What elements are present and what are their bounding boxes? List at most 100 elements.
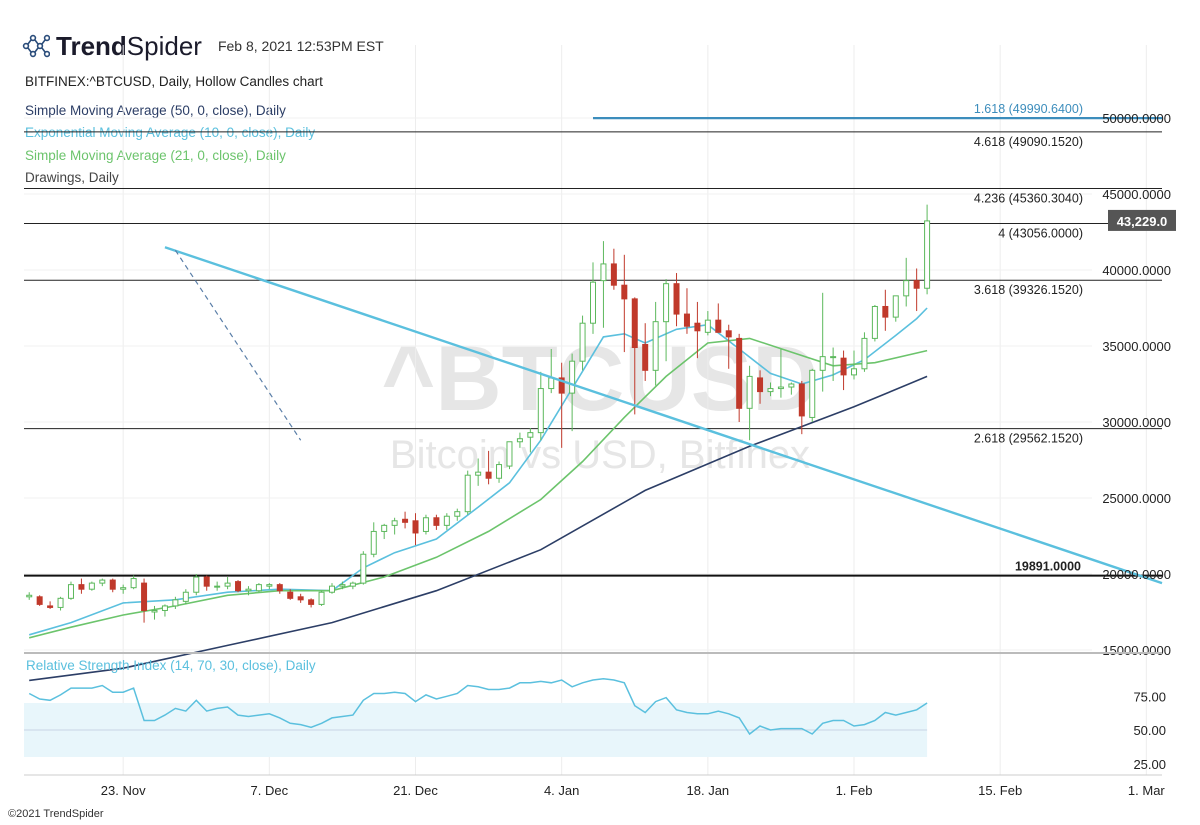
candle-up[interactable]	[600, 263, 607, 282]
candle-down[interactable]	[203, 576, 210, 587]
rsi-axis-label: 25.00	[1133, 757, 1166, 772]
candle-down[interactable]	[402, 518, 409, 523]
candle-up[interactable]	[851, 368, 858, 376]
candle-up[interactable]	[819, 356, 826, 371]
candle-down[interactable]	[694, 322, 701, 332]
candle-up[interactable]	[120, 587, 127, 590]
candle-up[interactable]	[788, 383, 795, 388]
fib-level-label: 19891.0000	[1015, 560, 1081, 574]
candle-down[interactable]	[757, 377, 764, 393]
candle-up[interactable]	[130, 578, 137, 589]
candle-down[interactable]	[36, 596, 43, 605]
candle-up[interactable]	[151, 609, 158, 613]
candle-down[interactable]	[287, 591, 294, 599]
candle-down[interactable]	[412, 520, 419, 534]
time-axis-label: 15. Feb	[978, 783, 1022, 798]
candle-up[interactable]	[475, 471, 482, 476]
candle-up[interactable]	[339, 584, 346, 587]
candle-up[interactable]	[746, 375, 753, 409]
candle-down[interactable]	[642, 343, 649, 371]
candle-up[interactable]	[214, 585, 221, 588]
legend-sma50: Simple Moving Average (50, 0, close), Da…	[25, 103, 286, 118]
dashed-fib-line[interactable]	[174, 249, 302, 441]
candle-down[interactable]	[276, 584, 283, 592]
candle-down[interactable]	[109, 579, 116, 590]
candle-down[interactable]	[47, 605, 54, 608]
candle-up[interactable]	[663, 283, 670, 323]
candle-up[interactable]	[26, 594, 33, 598]
candle-down[interactable]	[798, 383, 805, 417]
candle-up[interactable]	[777, 386, 784, 390]
candle-up[interactable]	[182, 591, 189, 602]
candle-up[interactable]	[569, 360, 576, 394]
candle-up[interactable]	[193, 576, 200, 593]
candle-up[interactable]	[422, 517, 429, 532]
candle-up[interactable]	[224, 582, 231, 587]
candle-up[interactable]	[537, 388, 544, 434]
candle-up[interactable]	[590, 281, 596, 324]
rsi-legend: Relative Strength Index (14, 70, 30, clo…	[26, 658, 316, 673]
candle-down[interactable]	[840, 357, 847, 376]
candle-down[interactable]	[297, 596, 304, 601]
candle-down[interactable]	[308, 599, 315, 605]
fib-level-label: 3.618 (39326.1520)	[974, 283, 1083, 297]
candle-up[interactable]	[871, 305, 878, 339]
candle-up[interactable]	[892, 295, 899, 318]
candle-up[interactable]	[381, 524, 388, 532]
candle-up[interactable]	[903, 280, 910, 297]
candle-down[interactable]	[621, 284, 628, 300]
candle-up[interactable]	[652, 321, 659, 371]
candle-up[interactable]	[255, 584, 262, 592]
time-axis-label: 23. Nov	[101, 783, 146, 798]
candle-down[interactable]	[673, 283, 680, 315]
candle-down[interactable]	[141, 582, 148, 611]
candle-down[interactable]	[558, 377, 565, 394]
candle-up[interactable]	[464, 474, 471, 513]
candle-down[interactable]	[683, 313, 690, 327]
candle-up[interactable]	[579, 322, 586, 362]
candle-down[interactable]	[913, 280, 920, 289]
candle-down[interactable]	[736, 337, 743, 409]
candle-up[interactable]	[809, 369, 816, 418]
candle-up[interactable]	[391, 520, 398, 526]
legend-ema10: Exponential Moving Average (10, 0, close…	[25, 125, 316, 140]
candle-up[interactable]	[245, 588, 252, 592]
candle-up[interactable]	[506, 441, 513, 467]
candle-down[interactable]	[78, 584, 85, 590]
watermark: ^BTCUSD Bitcoin vs USD, Bitfinex	[381, 328, 818, 477]
candle-up[interactable]	[360, 553, 367, 584]
candle-down[interactable]	[610, 263, 617, 286]
candle-up[interactable]	[266, 584, 273, 587]
candle-up[interactable]	[548, 377, 555, 390]
candle-up[interactable]	[370, 530, 377, 555]
candle-up[interactable]	[318, 591, 325, 605]
candle-down[interactable]	[725, 330, 732, 338]
candle-up[interactable]	[443, 515, 450, 526]
candle-up[interactable]	[172, 599, 179, 607]
candle-up[interactable]	[57, 597, 64, 608]
candle-up[interactable]	[67, 584, 74, 599]
candle-up[interactable]	[161, 605, 168, 611]
candle-up[interactable]	[454, 511, 461, 517]
candle-down[interactable]	[235, 581, 242, 592]
candle-up[interactable]	[767, 388, 774, 393]
candle-up[interactable]	[830, 356, 837, 359]
candle-up[interactable]	[924, 220, 931, 289]
candle-up[interactable]	[496, 464, 503, 479]
candle-down[interactable]	[715, 319, 722, 333]
candle-up[interactable]	[99, 579, 106, 584]
candle-up[interactable]	[704, 319, 711, 333]
candle-down[interactable]	[485, 471, 492, 479]
candle-down[interactable]	[631, 298, 638, 349]
candle-up[interactable]	[861, 337, 868, 370]
candle-down[interactable]	[433, 517, 440, 526]
time-axis-label: 4. Jan	[544, 783, 579, 798]
candle-up[interactable]	[516, 438, 523, 443]
candle-up[interactable]	[349, 582, 356, 587]
trendline[interactable]	[164, 246, 1163, 585]
candle-up[interactable]	[88, 582, 95, 590]
candle-down[interactable]	[882, 305, 889, 318]
candle-up[interactable]	[328, 585, 335, 593]
candle-up[interactable]	[527, 432, 534, 438]
